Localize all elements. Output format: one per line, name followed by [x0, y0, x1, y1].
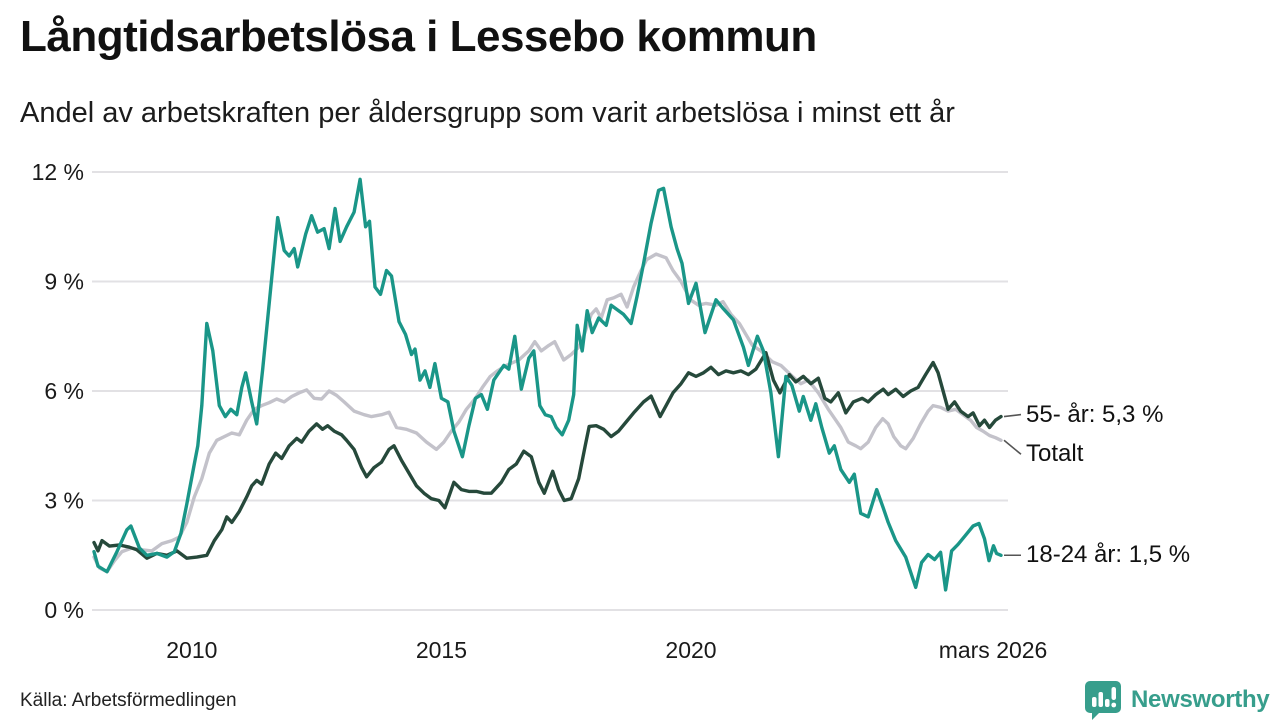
x-tick-label: mars 2026 — [939, 637, 1048, 663]
newsworthy-icon — [1085, 681, 1121, 720]
source-note: Källa: Arbetsförmedlingen — [20, 690, 237, 711]
page-subtitle: Andel av arbetskraften per åldersgrupp s… — [20, 97, 955, 129]
series-label-18-24: 18-24 år: 1,5 % — [1026, 541, 1191, 569]
series-label-55: 55- år: 5,3 % — [1026, 400, 1164, 428]
series-line-55- år — [92, 351, 1003, 560]
x-tick-label: 2015 — [416, 637, 467, 663]
page-title: Långtidsarbetslösa i Lessebo kommun — [20, 12, 817, 61]
brand-logo: Newsworthy — [1084, 680, 1270, 720]
y-tick-label: 9 % — [44, 269, 84, 295]
series-label-totalt: Totalt — [1026, 440, 1084, 468]
series-line-Totalt — [92, 252, 1003, 574]
brand-name: Newsworthy — [1131, 686, 1270, 713]
x-tick-label: 2010 — [166, 637, 217, 663]
label-connector — [1003, 439, 1022, 455]
y-tick-label: 3 % — [44, 488, 84, 514]
y-tick-label: 12 % — [32, 159, 84, 185]
y-tick-label: 6 % — [44, 378, 84, 404]
series-line-18-24 år — [92, 177, 1003, 592]
label-connector — [1003, 413, 1022, 418]
x-tick-label: 2020 — [665, 637, 716, 663]
y-tick-label: 0 % — [44, 597, 84, 623]
